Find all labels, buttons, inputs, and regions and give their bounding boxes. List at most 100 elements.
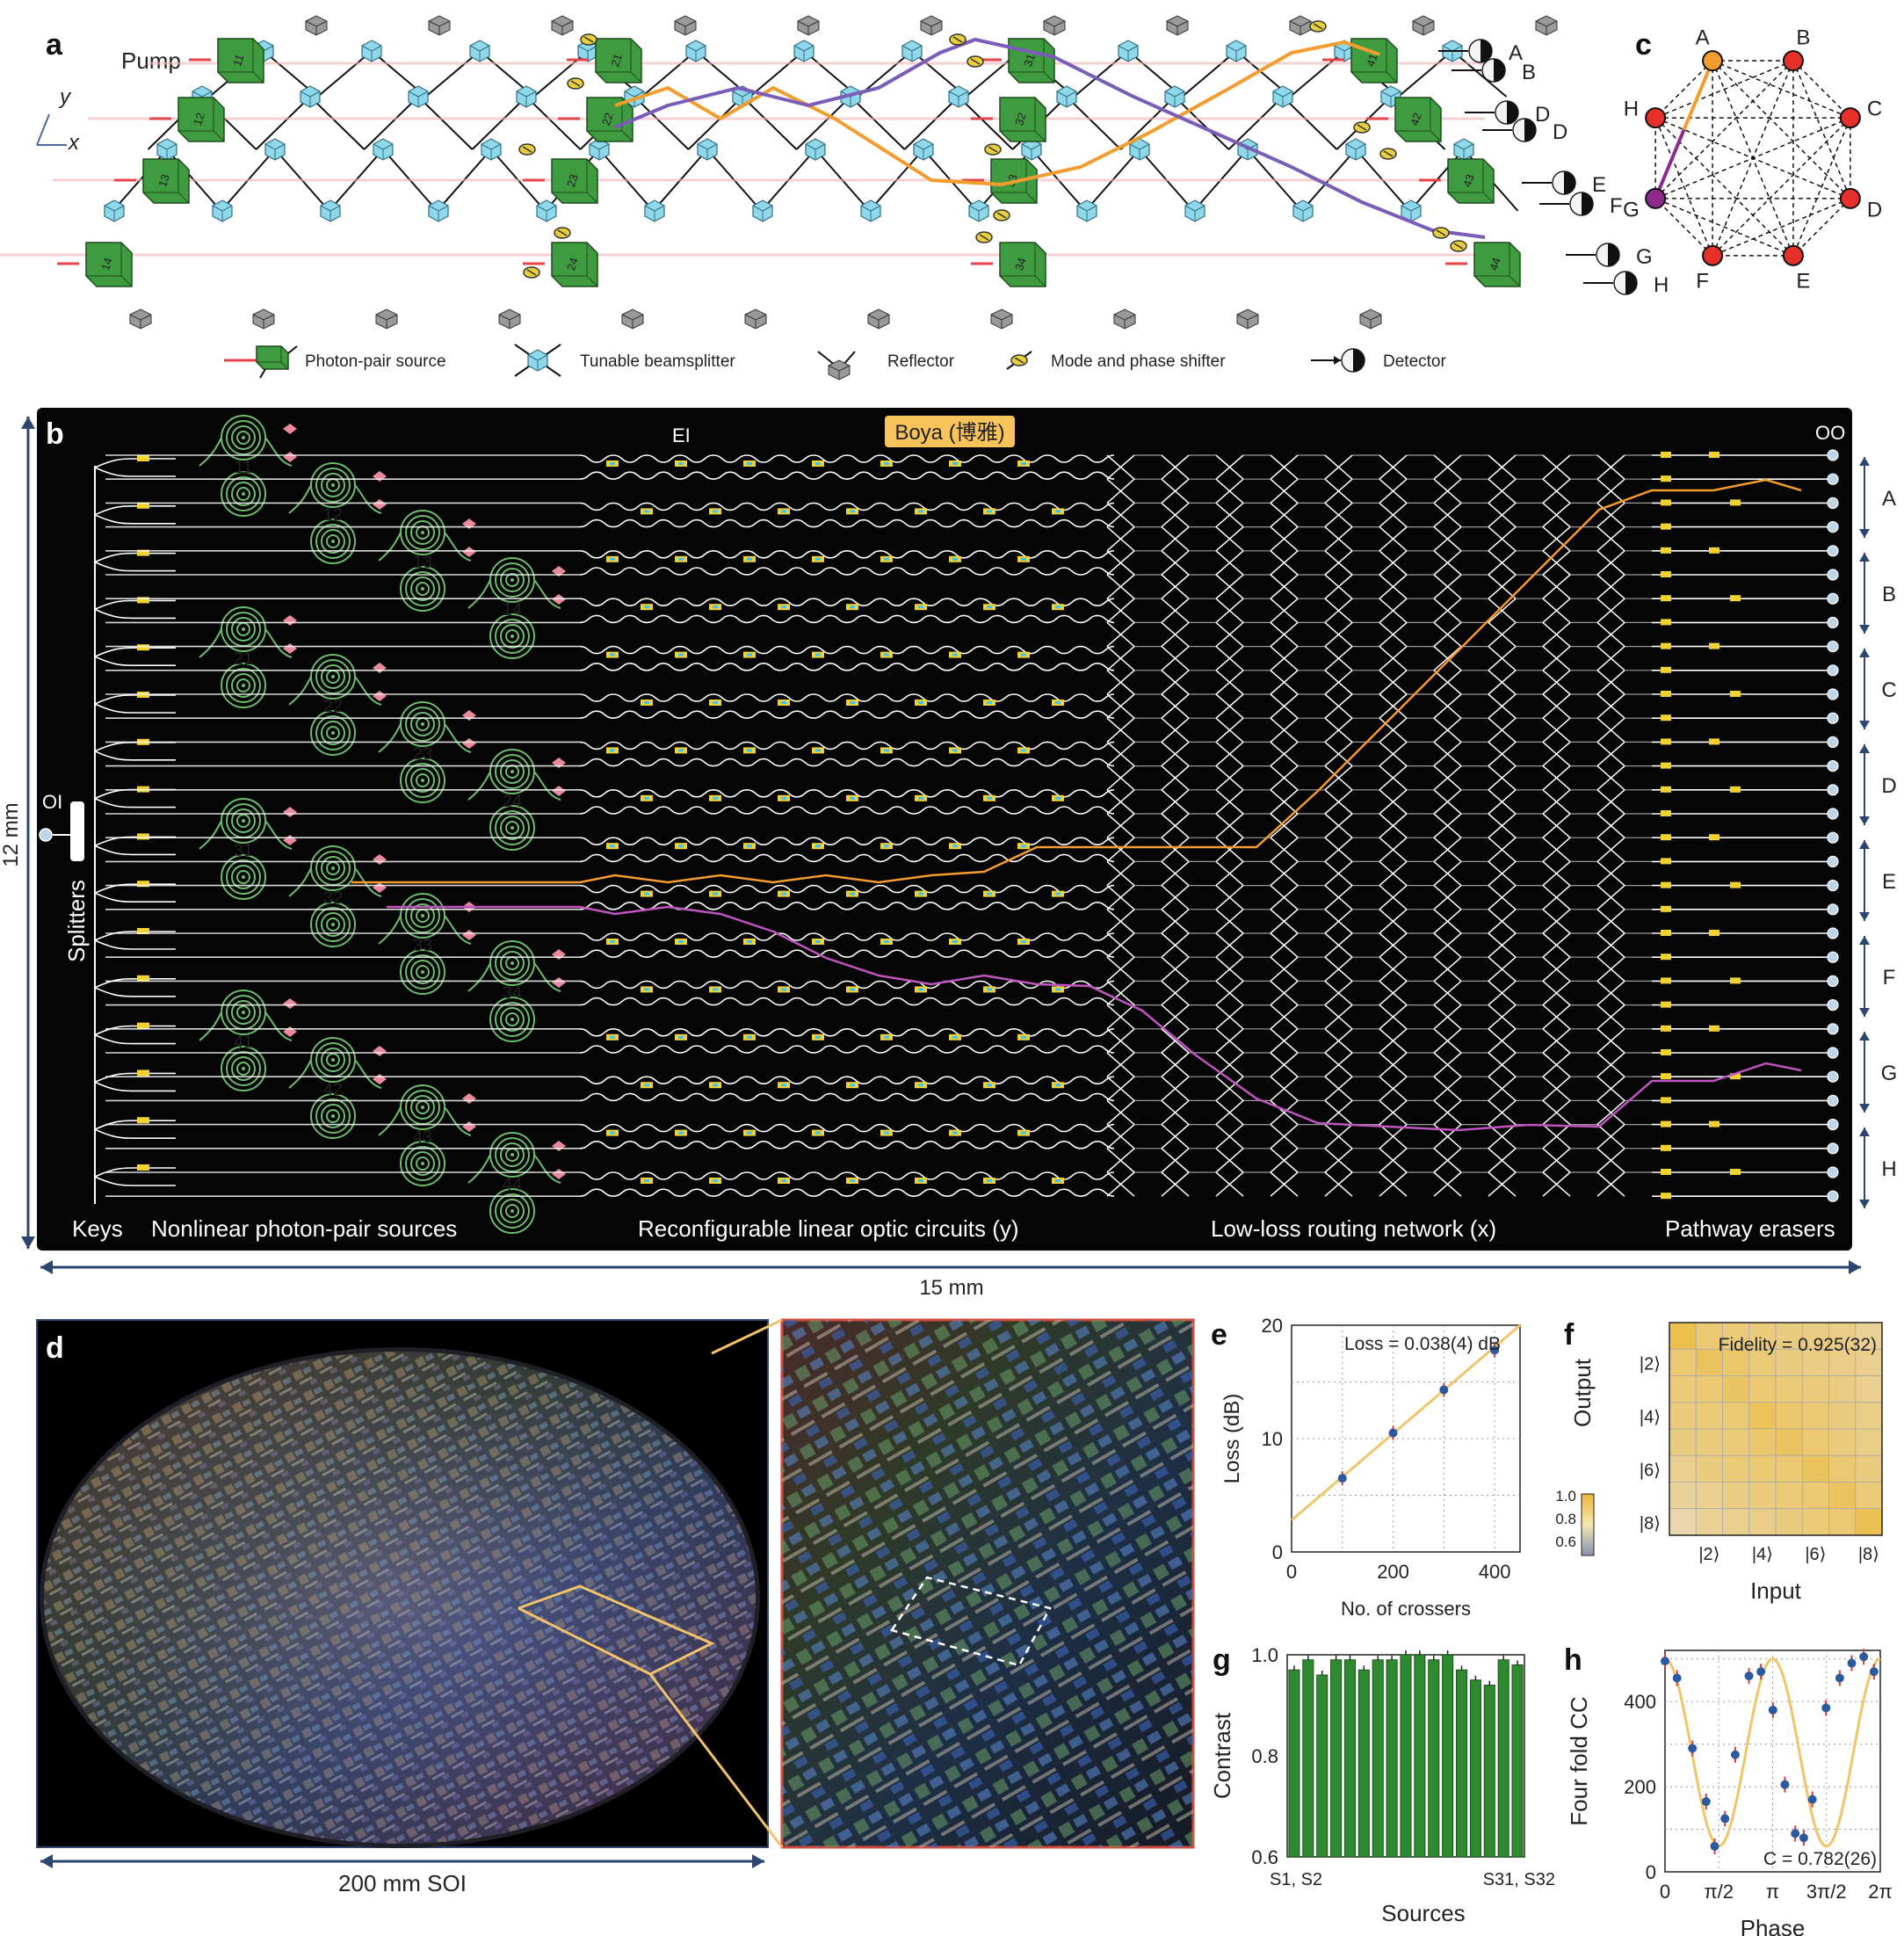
contrast-bar: [1469, 1679, 1481, 1858]
mzi-heater-core: [918, 1179, 923, 1182]
crosser-waveguide: [1270, 717, 1299, 743]
crosser-waveguide: [1433, 1171, 1462, 1197]
heatmap-cell: [1695, 1322, 1723, 1350]
source-waveguide: [467, 962, 491, 992]
crosser-waveguide: [1270, 670, 1299, 695]
eraser-heater: [1730, 1169, 1741, 1175]
data-point: [1337, 1474, 1347, 1483]
crosser-waveguide: [1379, 789, 1408, 815]
crosser-waveguide: [1542, 717, 1571, 743]
source-id: 31: [1021, 52, 1038, 68]
mzi-heater-core: [952, 557, 958, 561]
crosser-waveguide: [1596, 670, 1625, 695]
source-waveguide: [467, 771, 491, 801]
source-id: 24: [564, 256, 581, 272]
oo-label: OO: [1815, 422, 1845, 444]
crosser-waveguide: [1161, 813, 1190, 838]
source-waveguide: [264, 437, 293, 467]
crosser-waveguide: [1596, 574, 1625, 599]
eraser-heater: [1661, 619, 1671, 626]
crosser-waveguide: [1161, 1076, 1190, 1101]
mzi-waveguide: [579, 710, 1115, 720]
heatmap-cell: [1801, 1454, 1829, 1483]
crosser-waveguide: [1215, 980, 1244, 1006]
mzi-heater-core: [884, 653, 889, 656]
crosser-waveguide: [1270, 693, 1299, 719]
graph-edge: [1792, 60, 1851, 119]
mzi-heater-core: [1055, 605, 1061, 609]
heatmap-cell: [1775, 1348, 1803, 1376]
filter-marker: [462, 547, 476, 557]
crosser-waveguide: [1324, 789, 1353, 815]
crosser-waveguide: [1161, 598, 1190, 623]
graph-node: [1782, 244, 1804, 266]
heatmap-cell: [1775, 1322, 1803, 1350]
data-point: [1710, 1841, 1719, 1851]
crosser-waveguide: [1324, 909, 1353, 934]
heatmap-cell: [1722, 1348, 1750, 1376]
crosser-waveguide: [1215, 765, 1244, 791]
source-edge: [1000, 243, 1046, 287]
eraser-heater: [1730, 786, 1741, 793]
mzi-heater-core: [1055, 1179, 1061, 1182]
crosser-waveguide: [1542, 765, 1571, 791]
contrast-bar: [1497, 1659, 1509, 1858]
eraser-heater: [1661, 1169, 1671, 1175]
mzi-heater-core: [987, 988, 992, 991]
crosser-waveguide: [1488, 1076, 1517, 1101]
beamsplitter: [685, 40, 706, 62]
data-point: [1847, 1658, 1857, 1668]
y-tick-label: 10: [1262, 1428, 1283, 1450]
graph-edge: [1792, 198, 1851, 257]
contrast-bar: [1414, 1654, 1426, 1858]
crosser-waveguide: [1161, 860, 1190, 887]
source-waveguide: [199, 437, 222, 467]
crosser-waveguide: [1596, 741, 1625, 767]
reflector: [375, 308, 398, 330]
data-point: [1490, 1345, 1500, 1355]
crosser-waveguide: [1433, 980, 1462, 1006]
crosser-waveguide: [1106, 860, 1135, 887]
mzi-heater-core: [610, 557, 615, 561]
crosser-waveguide: [1270, 789, 1299, 815]
crosser-waveguide: [1433, 1099, 1462, 1126]
mzi-heater-core: [987, 605, 992, 609]
mzi-waveguide: [579, 901, 1115, 910]
key-heater: [137, 1164, 149, 1171]
crosser-waveguide: [1488, 1099, 1517, 1126]
chip-circuit: 11 12 13 14 21 22 23 24 31 32 33 34 41 42 43 44: [39, 415, 1839, 1234]
source-waveguide: [444, 915, 472, 945]
reflector: [621, 308, 644, 330]
waveguide: [687, 96, 743, 150]
mzi-heater-core: [713, 1084, 718, 1087]
phase-shifter: [580, 33, 597, 46]
photon-source: 13: [114, 158, 190, 204]
chip-background: [37, 408, 1852, 1251]
mzi-heater-core: [1021, 653, 1026, 656]
mzi-heater-core: [610, 462, 615, 465]
crosser-waveguide: [1161, 502, 1190, 528]
reflector: [797, 15, 820, 36]
mzi-heater-core: [884, 557, 889, 561]
eraser-heater: [1661, 475, 1671, 482]
eraser-heater: [1709, 1120, 1719, 1128]
heatmap-cell: [1669, 1375, 1697, 1403]
eraser-heater: [1709, 834, 1719, 841]
crosser-waveguide: [1596, 1004, 1625, 1030]
reflector: [1359, 308, 1382, 330]
eraser-heater: [1661, 1144, 1671, 1151]
x-axis-label: Phase: [1741, 1915, 1806, 1936]
graph-node-label: B: [1796, 25, 1810, 49]
eraser-heater: [1661, 1049, 1671, 1055]
crosser-waveguide: [1433, 1028, 1462, 1054]
source-edge: [991, 159, 1038, 204]
source-waveguide: [533, 771, 561, 801]
photon-source: 44: [1445, 242, 1521, 287]
crosser-waveguide: [1379, 909, 1408, 934]
source-label: 44: [503, 1175, 522, 1194]
crosser-waveguide: [1542, 550, 1571, 576]
heatmap-cell: [1722, 1428, 1750, 1456]
mzi-heater-core: [850, 892, 855, 895]
group-arrow: [1859, 936, 1870, 945]
crosser-waveguide: [1596, 550, 1625, 576]
